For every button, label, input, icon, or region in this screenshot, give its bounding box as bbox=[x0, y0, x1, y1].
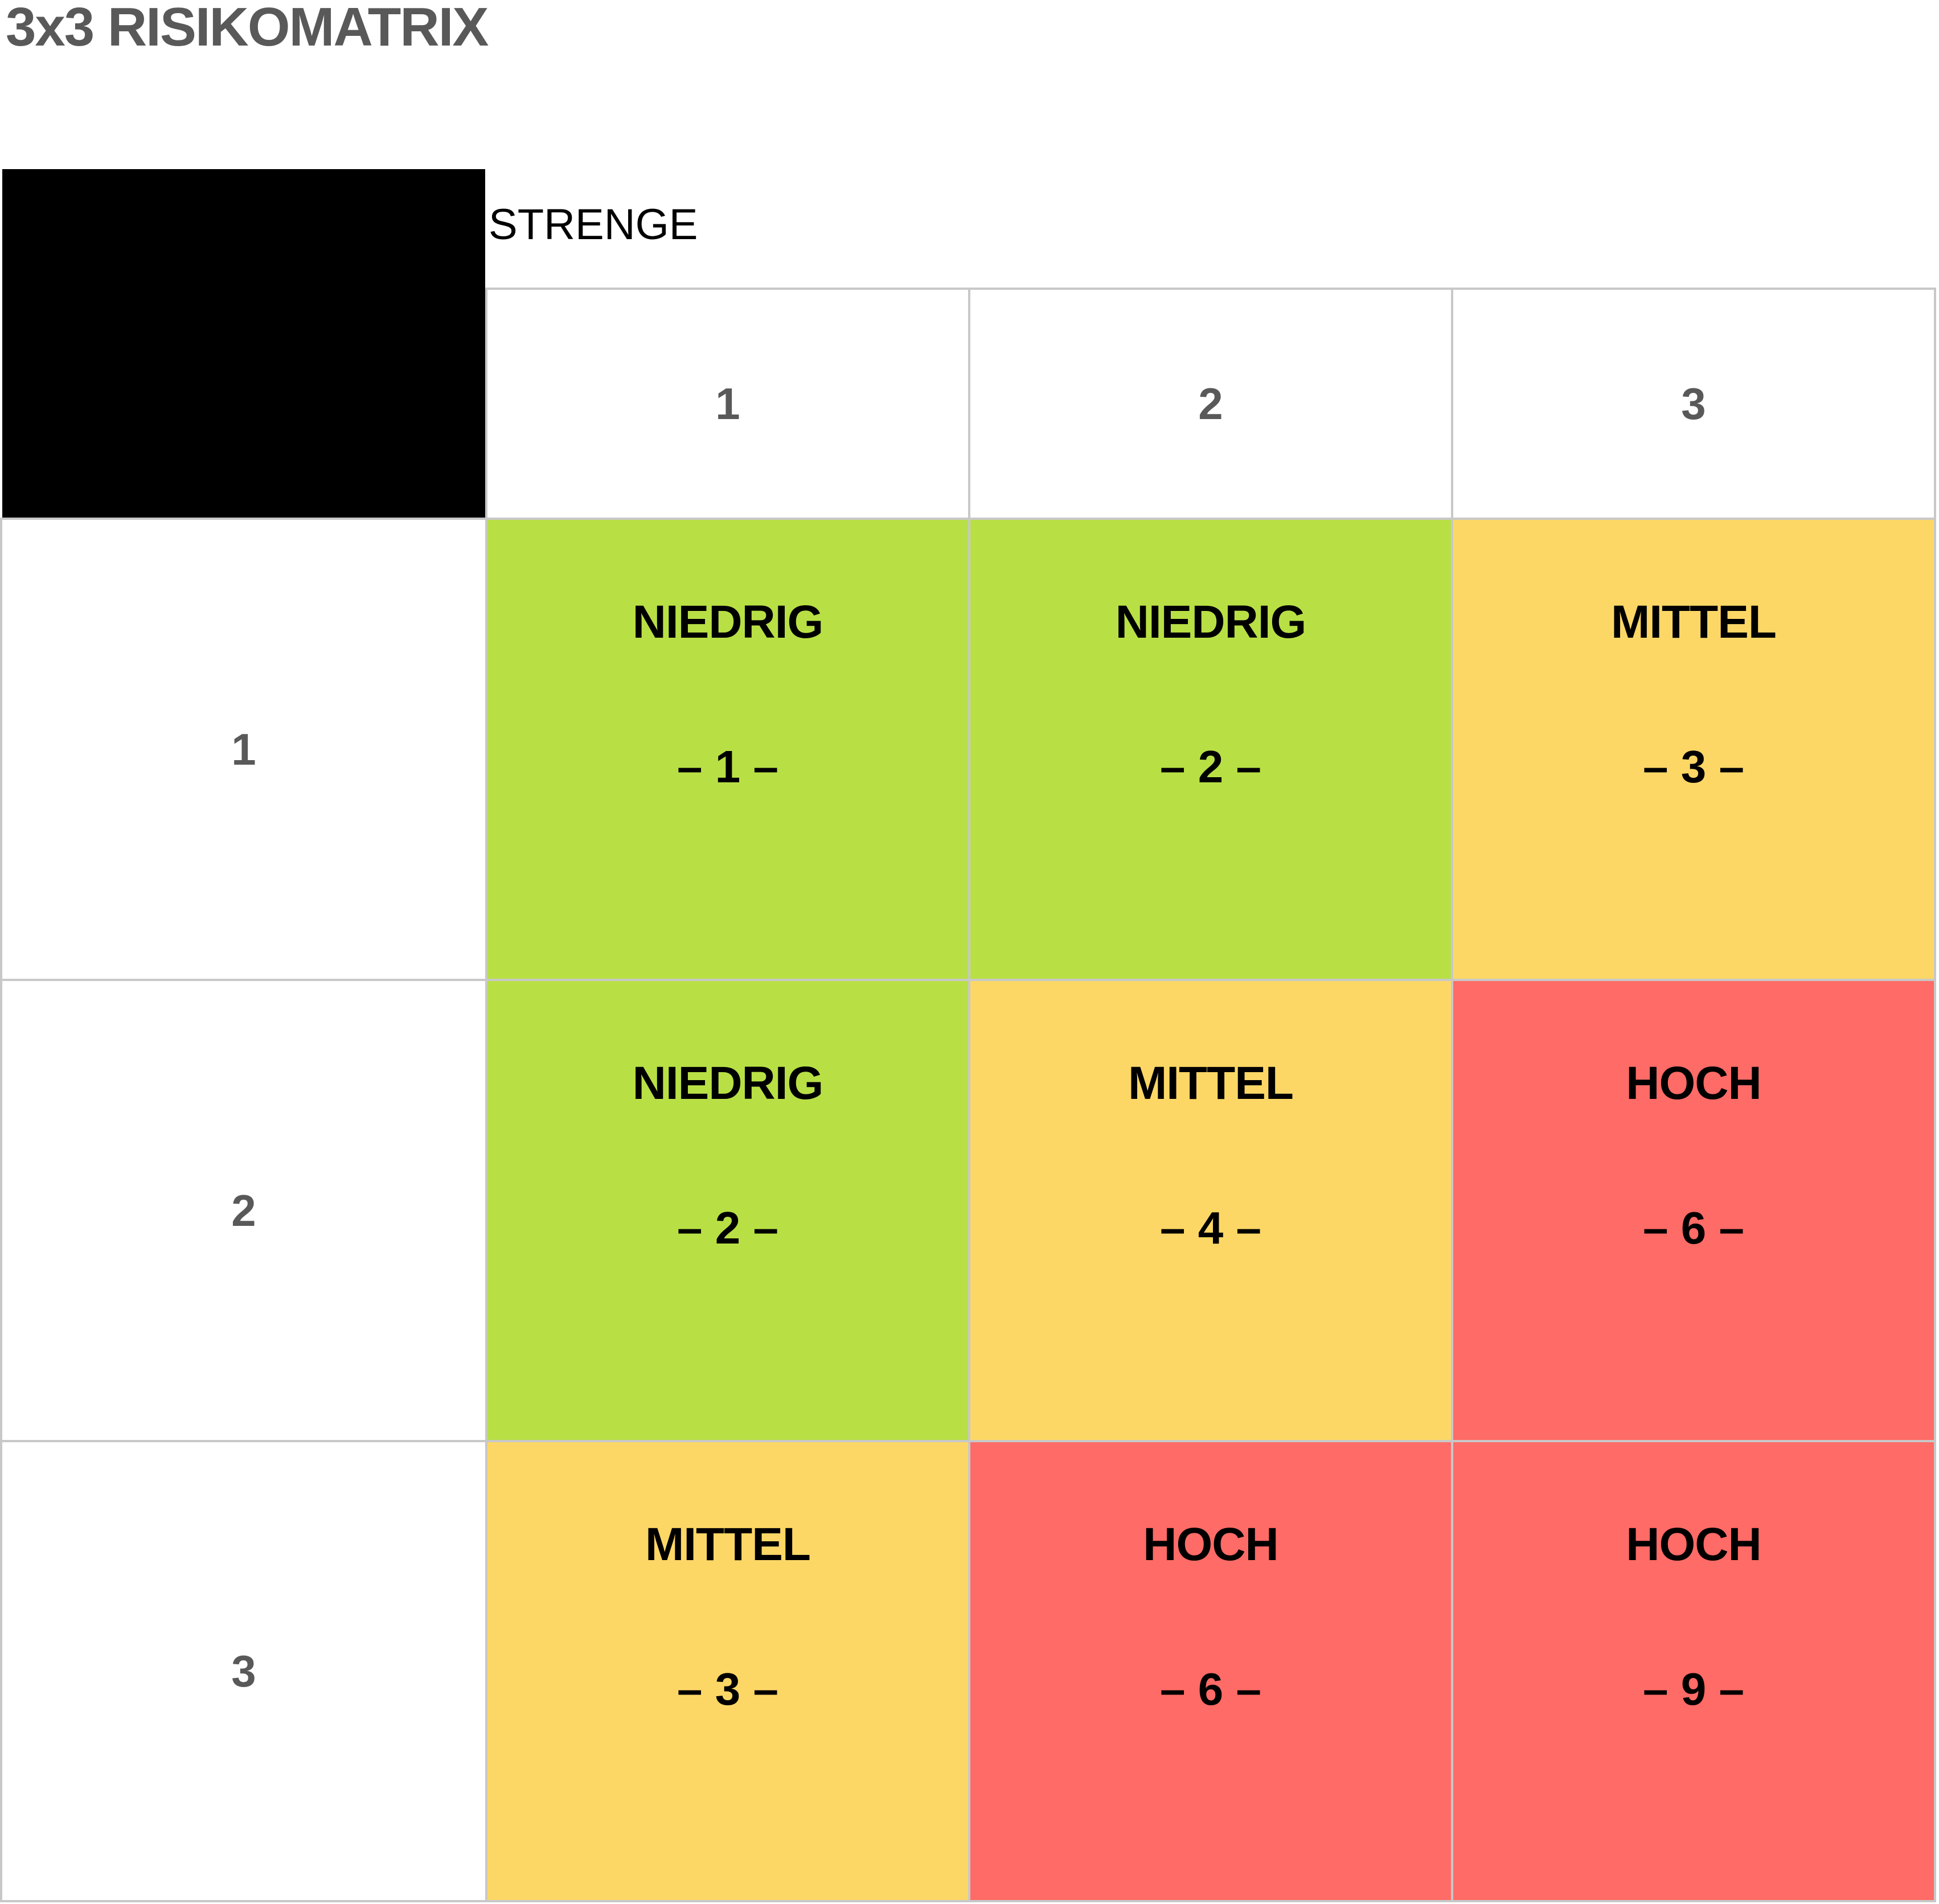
risk-level-label: HOCH bbox=[1626, 1519, 1761, 1570]
risk-level-label: MITTEL bbox=[1610, 596, 1777, 648]
page-title: 3x3 RISIKOMATRIX bbox=[6, 0, 489, 58]
row-header-2: 2 bbox=[0, 979, 487, 1442]
risk-cell-r2-c3: HOCH – 6 – bbox=[1451, 979, 1936, 1442]
risk-level-label: NIEDRIG bbox=[632, 596, 824, 648]
column-header-1: 1 bbox=[485, 288, 970, 520]
matrix-corner-block bbox=[2, 169, 485, 518]
risk-cell-r2-c1: NIEDRIG – 2 – bbox=[485, 979, 970, 1442]
risk-cell-r2-c2: MITTEL – 4 – bbox=[968, 979, 1453, 1442]
risk-score: – 3 – bbox=[677, 1664, 778, 1714]
risk-score: – 9 – bbox=[1643, 1664, 1744, 1714]
risk-level-label: MITTEL bbox=[1128, 1057, 1294, 1109]
risk-cell-r3-c1: MITTEL – 3 – bbox=[485, 1440, 970, 1902]
risk-score: – 6 – bbox=[1643, 1203, 1744, 1253]
risk-level-label: NIEDRIG bbox=[1115, 596, 1307, 648]
risk-score: – 2 – bbox=[1160, 741, 1261, 792]
risk-score: – 4 – bbox=[1160, 1203, 1261, 1253]
risk-level-label: HOCH bbox=[1626, 1057, 1761, 1109]
column-header-2: 2 bbox=[968, 288, 1453, 520]
row-header-1: 1 bbox=[0, 518, 487, 981]
risk-cell-r1-c2: NIEDRIG – 2 – bbox=[968, 518, 1453, 981]
risk-level-label: HOCH bbox=[1143, 1519, 1278, 1570]
risk-score: – 1 – bbox=[677, 741, 778, 792]
severity-axis-label: STRENGE bbox=[489, 200, 698, 249]
risk-level-label: NIEDRIG bbox=[632, 1057, 824, 1109]
column-header-3: 3 bbox=[1451, 288, 1936, 520]
risk-cell-r3-c3: HOCH – 9 – bbox=[1451, 1440, 1936, 1902]
risk-level-label: MITTEL bbox=[645, 1519, 811, 1570]
row-header-3: 3 bbox=[0, 1440, 487, 1902]
risk-score: – 3 – bbox=[1643, 741, 1744, 792]
risk-cell-r3-c2: HOCH – 6 – bbox=[968, 1440, 1453, 1902]
risk-score: – 6 – bbox=[1160, 1664, 1261, 1714]
risk-score: – 2 – bbox=[677, 1203, 778, 1253]
risk-matrix: 1 2 3 NIEDRIG – 1 – NIEDRIG – 2 – MITTEL… bbox=[485, 288, 1936, 1902]
risk-cell-r1-c3: MITTEL – 3 – bbox=[1451, 518, 1936, 981]
risk-cell-r1-c1: NIEDRIG – 1 – bbox=[485, 518, 970, 981]
